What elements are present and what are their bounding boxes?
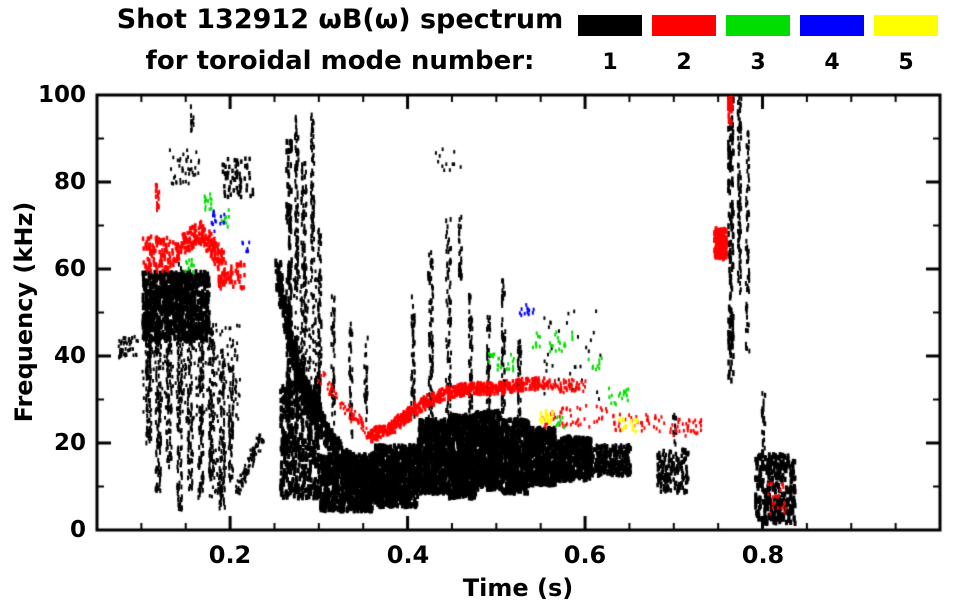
chart-subtitle: for toroidal mode number: bbox=[145, 46, 535, 76]
legend-label-1: 1 bbox=[602, 50, 618, 75]
legend bbox=[578, 15, 938, 36]
y-tick-label-80: 80 bbox=[53, 169, 86, 195]
legend-label-2: 2 bbox=[676, 50, 692, 75]
page-title: Shot 132912 ωB(ω) spectrum bbox=[116, 4, 564, 35]
x-tick-label-1: 0.4 bbox=[386, 541, 430, 569]
y-tick-label-0: 0 bbox=[69, 517, 86, 543]
x-tick-label-3: 0.8 bbox=[741, 541, 785, 569]
x-tick-label-0: 0.2 bbox=[208, 541, 252, 569]
y-tick-label-20: 20 bbox=[53, 430, 86, 456]
x-tick-label-2: 0.6 bbox=[563, 541, 607, 569]
legend-label-5: 5 bbox=[898, 50, 914, 75]
legend-swatch-5 bbox=[874, 15, 938, 36]
y-tick-label-100: 100 bbox=[37, 82, 86, 108]
legend-swatch-1 bbox=[578, 15, 642, 36]
legend-swatch-4 bbox=[800, 15, 864, 36]
legend-labels: 1 2 3 4 5 bbox=[578, 50, 938, 75]
x-axis-title: Time (s) bbox=[462, 574, 574, 602]
y-tick-label-40: 40 bbox=[53, 343, 86, 369]
legend-label-4: 4 bbox=[824, 50, 840, 75]
legend-swatch-2 bbox=[652, 15, 716, 36]
y-tick-label-60: 60 bbox=[53, 256, 86, 282]
legend-swatch-3 bbox=[726, 15, 790, 36]
y-axis-title: Frequency (kHz) bbox=[10, 201, 38, 423]
legend-label-3: 3 bbox=[750, 50, 766, 75]
